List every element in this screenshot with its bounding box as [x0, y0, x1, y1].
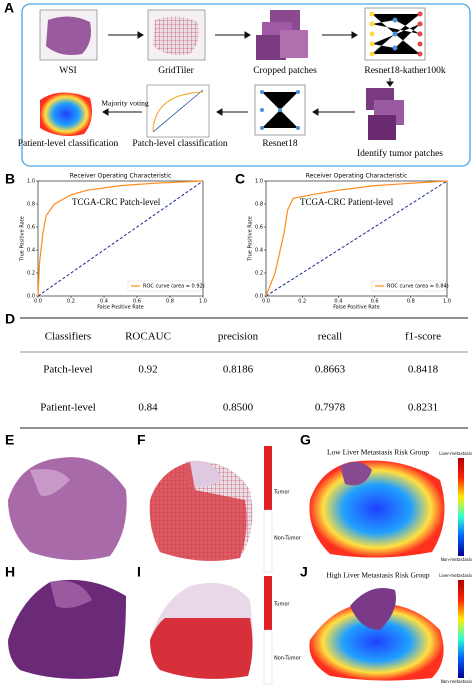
- annotation: TCGA-CRC Patient-level: [300, 197, 394, 207]
- legend-label: Non-metastasis: [441, 557, 472, 562]
- legend-label: Tumor: [273, 490, 290, 496]
- table-header: ROCAUC: [125, 331, 171, 343]
- map-title: High Liver Metastasis Risk Group: [326, 571, 430, 580]
- y-tick-label: 1.0: [255, 179, 263, 185]
- y-tick-label: 0.2: [27, 271, 35, 277]
- table-cell: 0.92: [138, 364, 157, 376]
- pipeline-images: [35, 7, 426, 140]
- y-tick-label: 0.6: [255, 225, 263, 231]
- legend-label: Liver-metastasis: [439, 573, 472, 578]
- table: [20, 317, 468, 429]
- y-axis-label: True Positive Rate: [20, 216, 26, 262]
- plot-area: [37, 180, 204, 297]
- y-tick-label: 0.0: [27, 294, 35, 300]
- chance-line: [265, 180, 448, 297]
- map-title: Low Liver Metastasis Risk Group: [327, 448, 429, 457]
- step-label: Identify tumor patches: [357, 148, 443, 159]
- x-tick-label: 0.2: [298, 299, 306, 305]
- legend-label: ROC curve (area = 0.92): [143, 284, 205, 290]
- legend-label: Tumor: [273, 602, 290, 608]
- table-header: recall: [318, 331, 342, 343]
- table-header: f1-score: [405, 331, 441, 343]
- panel-label: A: [4, 0, 14, 16]
- x-tick-label: 0.8: [166, 299, 174, 305]
- step-label: Patient-level classification: [18, 138, 119, 149]
- y-tick-label: 0.0: [255, 294, 263, 300]
- pipeline-arrows: [102, 31, 394, 116]
- table-cell: Patch-level: [43, 364, 92, 376]
- panel-label: F: [137, 432, 146, 448]
- x-tick-label: 0.8: [407, 299, 415, 305]
- table-cell: 0.8663: [315, 364, 346, 376]
- legend-label: Non-metastasis: [441, 679, 472, 684]
- table-cell: 0.84: [138, 402, 158, 414]
- step-label: Resnet18-kather100k: [364, 66, 446, 76]
- y-tick-label: 0.2: [255, 271, 263, 277]
- x-tick-label: 0.4: [334, 299, 342, 305]
- x-tick-label: 1.0: [199, 299, 207, 305]
- table-cell: 0.8418: [408, 364, 439, 376]
- panel-label: C: [235, 171, 245, 187]
- roc-curve: [265, 180, 448, 297]
- x-tick-label: 0.4: [100, 299, 108, 305]
- chance-line: [37, 180, 204, 297]
- step-label: GridTiler: [158, 66, 194, 76]
- legend-box: [371, 280, 446, 292]
- tissue-images: [8, 457, 445, 681]
- legend-label: Non-Tumor: [274, 656, 302, 662]
- plot-area: [265, 180, 448, 297]
- table-cell: Patient-level: [40, 402, 96, 414]
- panel-label: E: [5, 432, 14, 448]
- x-axis-label: False Positive Rate: [333, 305, 379, 311]
- y-tick-label: 1.0: [27, 179, 35, 185]
- x-tick-label: 0.0: [34, 299, 42, 305]
- y-tick-label: 0.4: [255, 248, 263, 254]
- table-header: Classifiers: [45, 331, 91, 343]
- panel-label: B: [5, 171, 15, 187]
- table-cell: 0.8231: [408, 402, 438, 414]
- panel-label: D: [5, 311, 15, 327]
- panel-label: J: [300, 564, 308, 580]
- panel-label: I: [137, 564, 141, 580]
- y-tick-label: 0.8: [255, 202, 263, 208]
- x-tick-label: 1.0: [443, 299, 451, 305]
- table-cell: 0.7978: [315, 402, 346, 414]
- chart-title: Receiver Operating Characteristic: [306, 173, 408, 180]
- step-label: Patch-level classification: [132, 138, 227, 149]
- table-header: precision: [218, 331, 259, 343]
- panel-label: H: [5, 564, 15, 580]
- annotation: TCGA-CRC Patch-level: [72, 197, 161, 207]
- table-cell: 0.8186: [223, 364, 254, 376]
- y-tick-label: 0.8: [27, 202, 35, 208]
- step-label: WSI: [59, 66, 76, 76]
- table-cell: 0.8500: [223, 402, 254, 414]
- edge-label: Majority voting: [101, 99, 149, 108]
- x-tick-label: 0.0: [262, 299, 270, 305]
- legend-label: Non-Tumor: [274, 536, 302, 542]
- chart-title: Receiver Operating Characteristic: [70, 173, 172, 180]
- step-label: Resnet18: [262, 139, 298, 149]
- panel-label: G: [300, 432, 311, 448]
- colorbars: [263, 446, 464, 685]
- y-axis-label: True Positive Rate: [248, 216, 254, 262]
- x-axis-label: False Positive Rate: [97, 305, 143, 311]
- y-tick-label: 0.6: [27, 225, 35, 231]
- legend-label: Liver-metastasis: [439, 451, 472, 456]
- x-tick-label: 0.6: [133, 299, 141, 305]
- pipeline-box: [21, 3, 471, 167]
- legend-label: ROC curve (area = 0.84): [387, 284, 449, 290]
- x-tick-label: 0.2: [67, 299, 75, 305]
- legend-box: [127, 280, 202, 292]
- y-tick-label: 0.4: [27, 248, 35, 254]
- roc-curve: [37, 180, 204, 297]
- step-label: Cropped patches: [253, 66, 317, 76]
- x-tick-label: 0.6: [371, 299, 379, 305]
